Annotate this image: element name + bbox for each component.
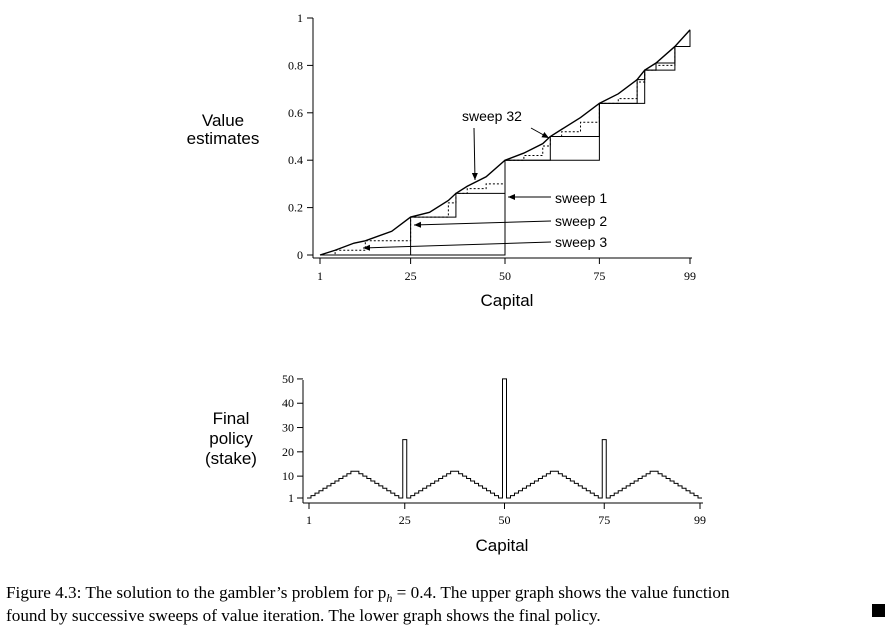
caption-sub: h: [386, 591, 393, 605]
top-xtick-label: 50: [499, 269, 511, 283]
policy-step-line: [307, 378, 702, 499]
bottom-xtick-label: 1: [306, 513, 312, 527]
annotation-arrow: [471, 127, 478, 181]
bottom-xtick-label: 50: [499, 513, 511, 527]
bottom-ytick-label: 1: [288, 491, 294, 505]
annotation-label: sweep 2: [555, 213, 607, 229]
top-ylabel-line2: estimates: [187, 129, 260, 148]
bottom-ytick-label: 30: [282, 421, 294, 435]
annotation-arrow: [530, 127, 550, 139]
bottom-xtick-label: 99: [694, 513, 706, 527]
caption-line2: found by successive sweeps of value iter…: [6, 606, 601, 625]
top-ytick-label: 0.4: [288, 153, 303, 167]
final-policy-chart: 1 10 20 30 40 50 1 25 50 75 99 Final policy (stak…: [205, 372, 706, 555]
caption-line1: Figure 4.3: The solution to the gambler’…: [6, 583, 387, 602]
top-ytick-label: 0.2: [288, 201, 303, 215]
bottom-ylabel-line2: policy: [209, 429, 253, 448]
bottom-xtick-label: 25: [399, 513, 411, 527]
bottom-xlabel: Capital: [476, 536, 529, 555]
bottom-xtick-label: 75: [598, 513, 610, 527]
bottom-ylabel-line3: (stake): [205, 449, 257, 468]
top-xtick-label: 75: [593, 269, 605, 283]
value-estimates-chart: 0 0.2 0.4 0.6 0.8 1 1 25 50 75 99 Value estimates…: [187, 11, 696, 310]
end-of-figure-mark: [872, 604, 885, 617]
annotation-label: sweep 32: [462, 108, 522, 124]
bottom-ytick-label: 40: [282, 396, 294, 410]
series-line-sweep-32: [319, 29, 691, 256]
series-line-sweep-3: [320, 29, 691, 256]
bottom-ylabel-line1: Final: [213, 409, 250, 428]
top-ytick-label: 0.6: [288, 106, 303, 120]
top-xlabel: Capital: [481, 291, 534, 310]
figure: 0 0.2 0.4 0.6 0.8 1 1 25 50 75 99 Value estimates…: [187, 11, 706, 555]
annotation-arrow: [362, 241, 552, 251]
figure-caption: Figure 4.3: The solution to the gambler’…: [6, 582, 886, 627]
annotation-label: sweep 1: [555, 190, 607, 206]
top-ytick-label: 0.8: [288, 58, 303, 72]
annotation-label: sweep 3: [555, 234, 607, 250]
top-ytick-label: 0: [297, 248, 303, 262]
bottom-ytick-label: 10: [282, 469, 294, 483]
top-xtick-label: 99: [684, 269, 696, 283]
top-xtick-label: 25: [405, 269, 417, 283]
top-xtick-label: 1: [317, 269, 323, 283]
series-line-sweep-1: [320, 29, 691, 256]
caption-line1b: = 0.4. The upper graph shows the value f…: [392, 583, 730, 602]
bottom-ytick-label: 20: [282, 445, 294, 459]
top-ytick-label: 1: [297, 11, 303, 25]
top-ylabel-line1: Value: [202, 111, 244, 130]
annotation-arrow: [413, 220, 552, 228]
bottom-ytick-label: 50: [282, 372, 294, 386]
